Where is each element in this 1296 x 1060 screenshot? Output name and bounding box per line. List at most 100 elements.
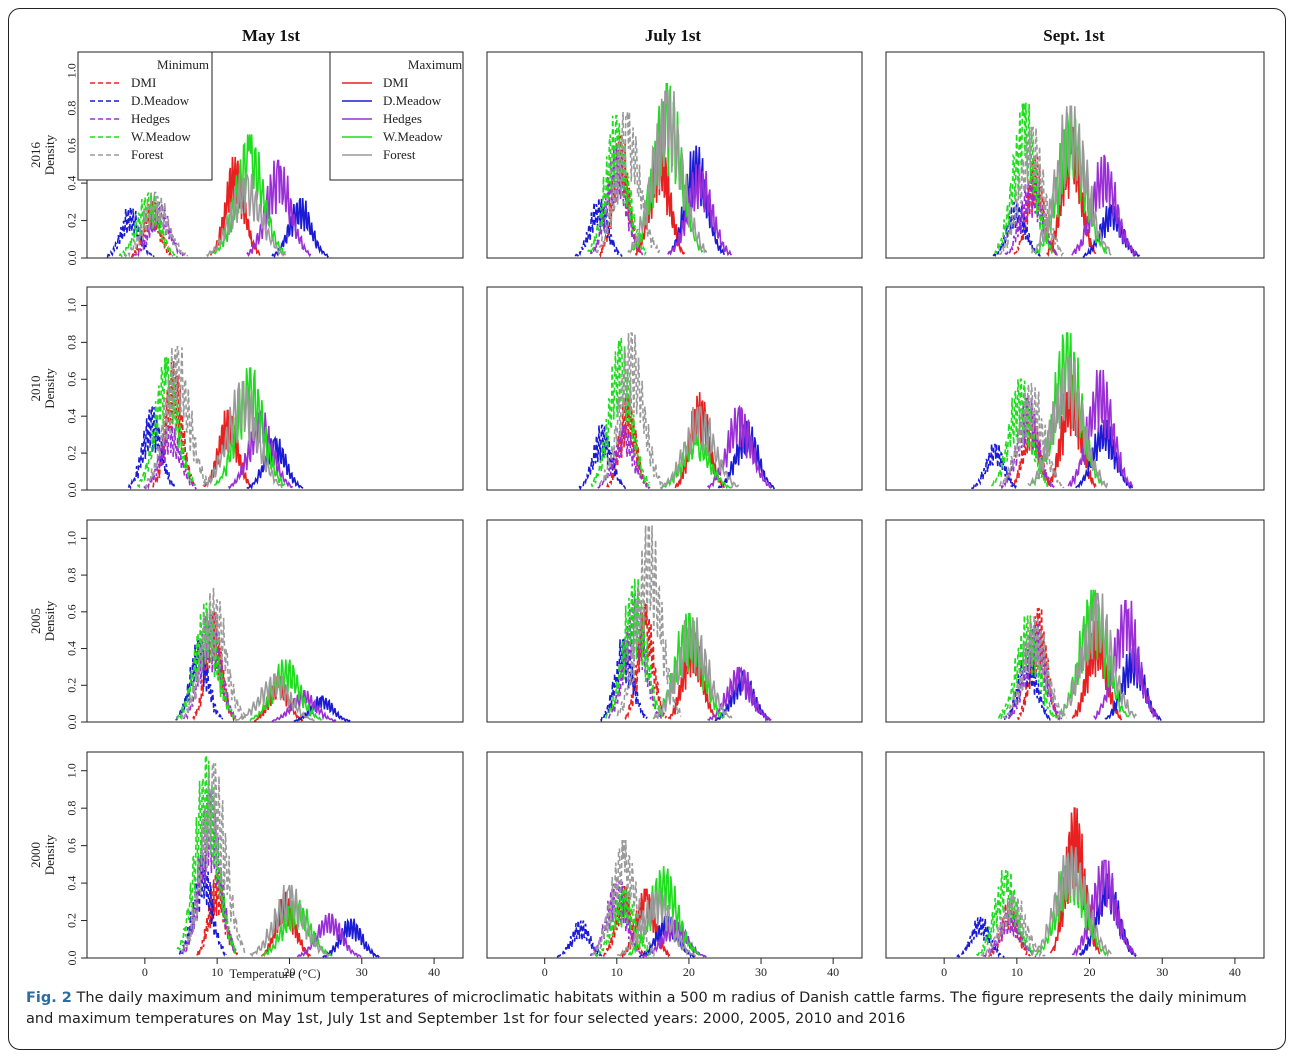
panel-2016-0-ytick-label: 0.6 — [65, 138, 79, 153]
panel-2005-0-max-forest — [234, 673, 315, 722]
panel-2000-1-xtick-label: 30 — [755, 965, 767, 979]
panel-2000-0-xtick-label: 20 — [283, 965, 295, 979]
legend-minimum-entry: Forest — [131, 147, 164, 162]
panel-2016-1-max-d-meadow — [667, 145, 726, 256]
panel-2016-0-ytick-label: 1.0 — [65, 63, 79, 78]
panel-2005-0-ytick-label: 1.0 — [65, 531, 79, 546]
panel-2010-0-ytick-label: 0.4 — [65, 409, 79, 424]
caption-label: Fig. 2 — [26, 990, 72, 1006]
panel-2010-0-max-d-meadow — [246, 435, 304, 490]
panel-2005-1-max-forest — [652, 617, 733, 720]
panel-2010-0-box — [86, 286, 464, 491]
panel-2000-0-ytick-label: 0.4 — [65, 876, 79, 891]
panel-2016-0-min-d-meadow — [106, 205, 155, 259]
panel-2005-2-max-forest — [1056, 592, 1138, 720]
legend-maximum-entry: Hedges — [383, 111, 422, 126]
legend-maximum-entry: D.Meadow — [383, 93, 442, 108]
x-axis-label: Temperature (°C) — [229, 966, 320, 981]
panel-2000-2-xtick-label: 40 — [1229, 965, 1241, 979]
panel-2010-0-min-d-meadow — [127, 406, 176, 490]
panel-2016-1-max-hedges — [667, 164, 733, 257]
row-label-2010: 2010 — [28, 376, 43, 402]
panel-2005-0-ytick-label: 0.2 — [65, 678, 79, 693]
panel-2005-1-min-w-meadow — [605, 578, 665, 720]
legend-maximum-entry: DMI — [383, 75, 408, 90]
panel-2000-1-xtick-label: 20 — [683, 965, 695, 979]
panel-2000-2-xtick-label: 20 — [1084, 965, 1096, 979]
panel-2016-1-box — [486, 51, 863, 259]
panel-2000-1-max-forest — [616, 890, 696, 957]
column-title-sept: Sept. 1st — [1043, 26, 1105, 45]
panel-2005-0-max-d-meadow — [293, 695, 351, 723]
panel-2000-1-xtick-label: 0 — [542, 965, 548, 979]
legend-maximum-title: Maximum — [408, 57, 462, 72]
panel-2010-2-min-forest — [998, 382, 1065, 489]
panel-2005-0-ytick-label: 0.8 — [65, 568, 79, 583]
panel-2005-2-max-hedges — [1093, 600, 1159, 721]
panel-2000-1-min-d-meadow — [556, 920, 605, 958]
panel-2016-1-max-forest — [627, 89, 708, 254]
panel-2005-0-ytick-label: 0.4 — [65, 641, 79, 656]
panel-2005-1-box — [486, 519, 863, 723]
panel-2016-0-ytick-label: 0.0 — [65, 251, 79, 266]
panel-2016-1-min-w-meadow — [587, 114, 647, 257]
row-label-2005: 2005 — [28, 608, 43, 634]
panel-2016-0-max-forest — [205, 171, 287, 258]
panel-2010-1-max-hedges — [706, 404, 772, 490]
panel-2000-2-xtick-label: 30 — [1156, 965, 1168, 979]
panel-2000-0-ytick-label: 1.0 — [65, 763, 79, 778]
panel-2005-2-box — [885, 519, 1265, 723]
y-axis-label: Density — [42, 134, 57, 175]
panel-2005-0-min-forest — [180, 587, 247, 720]
panel-2010-0-ytick-label: 0.6 — [65, 372, 79, 387]
panel-2010-1-max-forest — [659, 406, 740, 490]
legend-minimum-box — [77, 51, 213, 181]
panel-2010-1-min-forest — [598, 332, 664, 486]
panel-2000-2-min-d-meadow — [956, 916, 1005, 959]
panel-2010-1-min-w-meadow — [590, 337, 651, 487]
panel-2005-1-min-d-meadow — [599, 638, 648, 723]
panel-2005-0-max-hedges — [271, 690, 337, 723]
panel-2010-2-max-forest — [1027, 354, 1109, 489]
panel-2005-0-box — [86, 519, 464, 723]
panel-2005-1-min-dmi — [624, 602, 668, 721]
panel-2000-2-xtick-label: 10 — [1011, 965, 1023, 979]
panel-2005-0-ytick-label: 0.6 — [65, 604, 79, 619]
panel-2005-2-min-w-meadow — [997, 615, 1058, 721]
panel-2016-0-ytick-label: 0.2 — [65, 213, 79, 228]
y-axis-label: Density — [42, 834, 57, 875]
panel-2000-1-max-w-meadow — [627, 866, 700, 957]
panel-2010-0-max-dmi — [203, 409, 253, 489]
panel-2000-0-max-d-meadow — [322, 917, 380, 959]
panel-2000-0-max-forest — [249, 884, 330, 958]
legend-maximum-box — [329, 51, 464, 181]
panel-2000-0-ytick-label: 0.0 — [65, 951, 79, 966]
panel-2016-0-max-d-meadow — [271, 197, 329, 259]
figure-caption: Fig. 2 The daily maximum and minimum tem… — [26, 988, 1276, 1030]
panel-2016-0-max-hedges — [246, 159, 312, 258]
panel-2005-0-max-w-meadow — [249, 659, 322, 722]
panel-2010-0-ytick-label: 0.0 — [65, 483, 79, 498]
panel-2010-0-max-forest — [202, 381, 283, 489]
y-axis-label: Density — [42, 600, 57, 641]
column-title-may: May 1st — [241, 26, 301, 45]
legend-maximum-entry: W.Meadow — [383, 129, 443, 144]
panel-2010-2-min-d-meadow — [970, 443, 1019, 490]
legend-minimum-title: Minimum — [157, 57, 209, 72]
panel-2016-0-min-forest — [123, 191, 189, 258]
panel-2010-0-ytick-label: 0.2 — [65, 446, 79, 461]
panel-2000-0-ytick-label: 0.2 — [65, 913, 79, 928]
panel-2000-0-xtick-label: 0 — [142, 965, 148, 979]
panel-2000-0-xtick-label: 10 — [211, 965, 223, 979]
panel-2016-2-max-forest — [1030, 105, 1112, 256]
panel-2010-2-box — [885, 286, 1265, 491]
panel-2010-1-box — [486, 286, 863, 491]
panel-2000-1-min-forest — [591, 839, 657, 958]
panel-2000-0-box — [86, 751, 464, 959]
panel-2010-1-min-d-meadow — [578, 424, 627, 491]
panel-2016-0-min-w-meadow — [118, 192, 179, 258]
panel-2005-1-max-hedges — [707, 666, 772, 722]
panel-2005-0-min-w-meadow — [176, 602, 237, 720]
panel-2000-2-box — [885, 751, 1265, 959]
